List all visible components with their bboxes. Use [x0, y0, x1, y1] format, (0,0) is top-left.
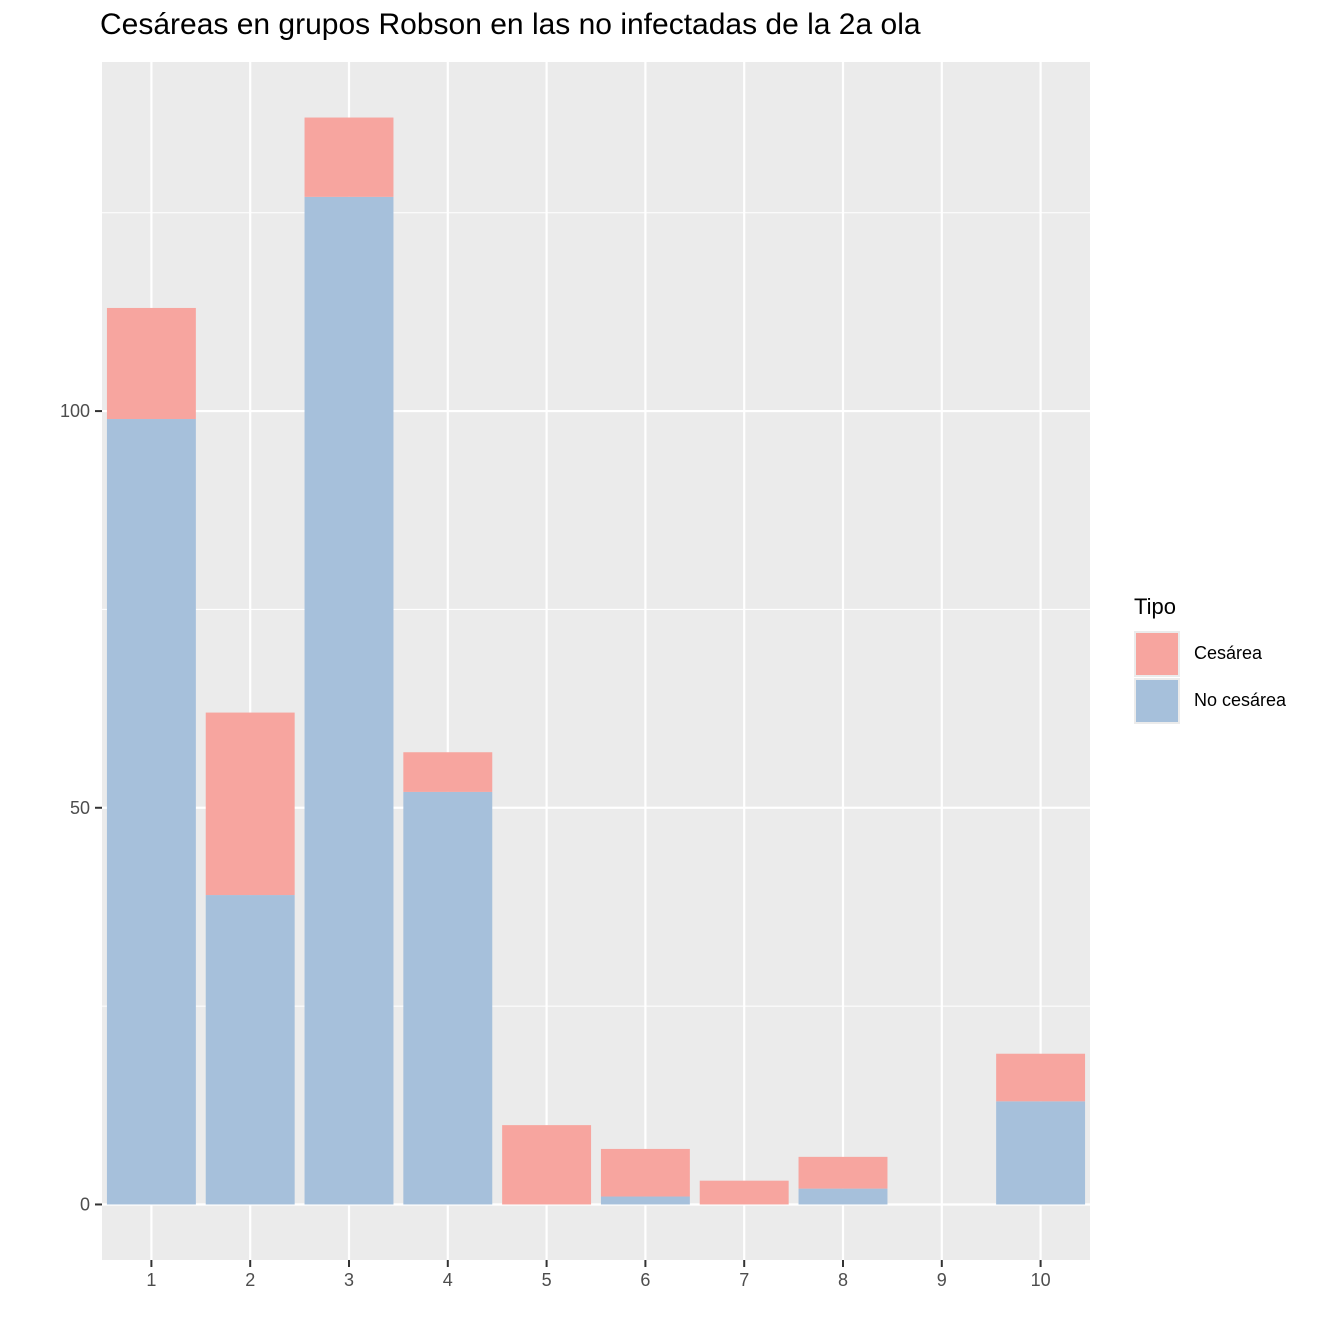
legend-swatch-no-cesarea: [1136, 679, 1178, 722]
x-tick-label: 3: [344, 1270, 354, 1290]
x-tick-label: 9: [937, 1270, 947, 1290]
y-tick-label: 0: [80, 1194, 90, 1214]
legend-item-cesarea: Cesárea: [1134, 630, 1286, 677]
bar-10-series-0: [996, 1101, 1086, 1205]
legend-label-no-cesarea: No cesárea: [1194, 690, 1287, 710]
bar-3-series-0: [304, 196, 394, 1205]
bar-7-series-1: [699, 1180, 789, 1205]
bar-3-series-1: [304, 117, 394, 197]
bar-10-series-1: [996, 1053, 1086, 1102]
bar-8-series-1: [798, 1156, 888, 1189]
legend-title: Tipo: [1134, 594, 1176, 619]
bar-2-series-1: [205, 712, 295, 896]
legend: Tipo Cesárea No cesárea: [1134, 594, 1286, 724]
legend-item-no-cesarea: No cesárea: [1134, 677, 1286, 724]
x-tick-label: 2: [245, 1270, 255, 1290]
y-tick-label: 50: [70, 798, 90, 818]
x-tick-label: 10: [1031, 1270, 1051, 1290]
bar-1-series-0: [106, 419, 196, 1205]
legend-swatch-cesarea: [1136, 632, 1178, 675]
x-tick-label: 1: [146, 1270, 156, 1290]
chart-title: Cesáreas en grupos Robson en las no infe…: [100, 8, 921, 41]
x-tick-label: 6: [640, 1270, 650, 1290]
bar-5-series-1: [502, 1125, 592, 1205]
bar-6-series-1: [600, 1148, 690, 1197]
bar-4-series-0: [403, 791, 493, 1205]
bar-1-series-1: [106, 307, 196, 420]
x-tick-label: 4: [443, 1270, 453, 1290]
bar-2-series-0: [205, 895, 295, 1205]
x-tick-label: 8: [838, 1270, 848, 1290]
x-tick-label: 5: [542, 1270, 552, 1290]
y-tick-label: 100: [60, 401, 90, 421]
bar-4-series-1: [403, 752, 493, 792]
legend-label-cesarea: Cesárea: [1194, 643, 1263, 663]
bar-6-series-0: [600, 1196, 690, 1205]
x-tick-label: 7: [739, 1270, 749, 1290]
bar-8-series-0: [798, 1188, 888, 1205]
